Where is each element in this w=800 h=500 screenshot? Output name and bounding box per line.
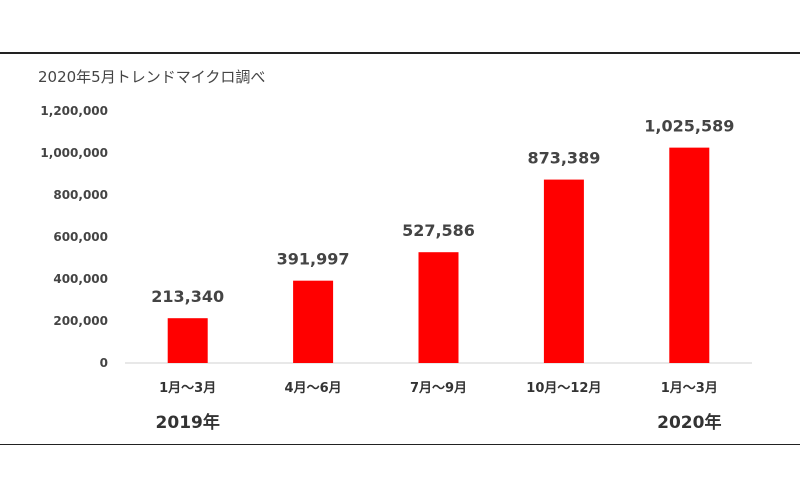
x-tick-label: 7月～9月 [410,381,467,396]
x-tick-label: 10月～12月 [526,381,601,396]
bar [293,280,334,363]
x-tick-label: 4月～6月 [285,381,342,396]
data-label: 1,025,589 [644,117,734,136]
data-label: 527,586 [402,221,475,240]
x-tick-label: 1月～3月 [661,381,718,396]
y-tick-label: 1,200,000 [40,104,108,118]
source-note: 2020年5月トレンドマイクロ調べ [38,68,266,86]
bar [543,179,584,363]
x-tick-label: 1月～3月 [159,381,216,396]
y-tick-label: 1,000,000 [40,146,108,160]
bar [418,252,459,363]
y-tick-label: 800,000 [53,188,108,202]
bottom-rule [0,444,800,445]
data-label: 391,997 [277,250,350,269]
y-tick-label: 600,000 [53,230,108,244]
data-label: 873,389 [527,149,600,168]
y-tick-label: 200,000 [53,314,108,328]
year-label: 2020年 [657,412,721,433]
year-label: 2019年 [156,412,220,433]
data-label: 213,340 [151,287,224,306]
bar [669,147,710,363]
y-tick-label: 0 [100,356,108,370]
top-rule [0,52,800,54]
y-tick-label: 400,000 [53,272,108,286]
bar [167,318,208,363]
